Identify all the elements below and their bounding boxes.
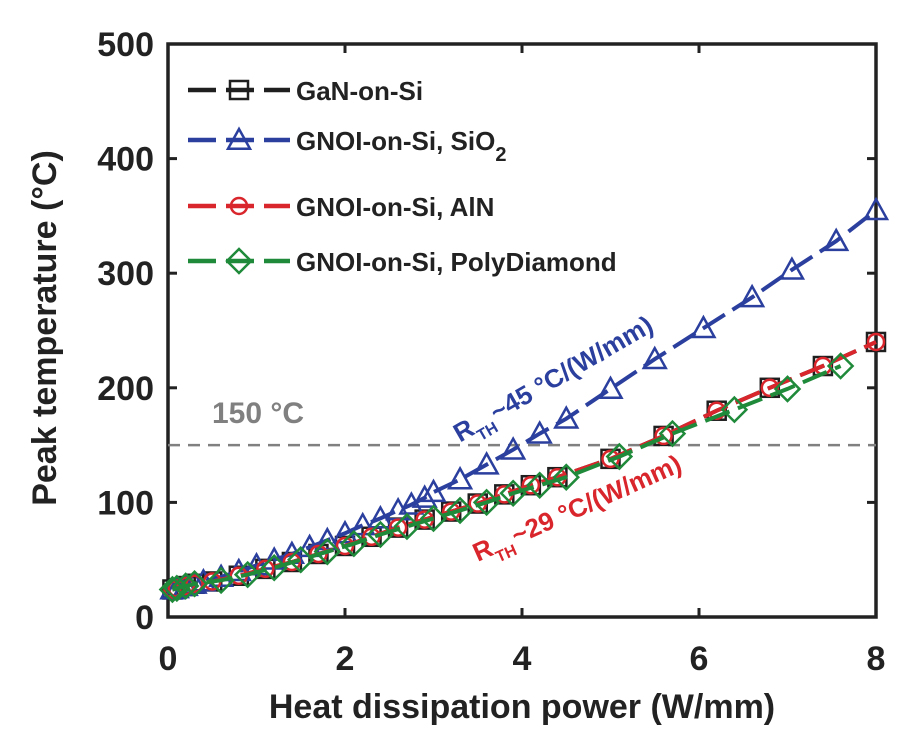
data-point-gnoi-on-si-polydiamond	[499, 479, 527, 507]
reference-line-label: 150 °C	[212, 397, 304, 430]
data-point-gnoi-on-si-polydiamond	[720, 395, 749, 424]
series-layer	[158, 196, 890, 604]
data-point-gnoi-on-si-sio2	[862, 196, 890, 221]
data-point-gnoi-on-si-polydiamond	[286, 545, 315, 574]
series-gnoi-on-si-polydiamond	[158, 352, 855, 604]
data-point-gnoi-on-si-aln	[866, 332, 886, 352]
data-point-gnoi-on-si-sio2	[641, 345, 668, 370]
x-tick-label: 6	[690, 640, 709, 678]
data-point-gnoi-on-si-polydiamond	[446, 496, 474, 525]
data-point-gnoi-on-si-polydiamond	[313, 537, 342, 566]
data-point-gnoi-on-si-polydiamond	[260, 553, 288, 582]
data-point-gnoi-on-si-polydiamond	[180, 569, 209, 598]
data-point-gnoi-on-si-sio2	[446, 465, 474, 490]
legend-label: GNOI-on-Si, PolyDiamond	[296, 247, 617, 277]
ticks-layer: 0 2 4 6 8 0 100 200 300 400 500	[97, 26, 885, 678]
data-point-gnoi-on-si-sio2	[778, 256, 806, 280]
x-tick-label: 4	[513, 640, 532, 678]
y-axis-label: Peak temperature (°C)	[26, 150, 64, 506]
data-point-gnoi-on-si-polydiamond	[340, 529, 368, 558]
data-point-gnoi-on-si-aln	[521, 475, 541, 495]
data-point-gnoi-on-si-polydiamond	[552, 463, 581, 491]
legend-item: GNOI-on-Si, PolyDiamond	[188, 247, 617, 277]
data-point-gnoi-on-si-polydiamond	[419, 504, 448, 533]
y-tick-label: 300	[97, 255, 154, 293]
data-point-gnoi-on-si-aln	[654, 426, 673, 446]
y-tick-label: 500	[97, 26, 154, 64]
data-point-gnoi-on-si-sio2	[420, 478, 447, 503]
data-point-gnoi-on-si-sio2	[314, 526, 341, 551]
data-point-gnoi-on-si-aln	[256, 559, 275, 579]
data-point-gnoi-on-si-sio2	[597, 375, 624, 399]
x-tick-label: 2	[336, 640, 355, 678]
data-point-gnoi-on-si-sio2	[367, 504, 394, 529]
data-point-gnoi-on-si-sio2	[398, 491, 425, 515]
data-point-gnoi-on-si-polydiamond	[158, 575, 187, 604]
legend-label: GNOI-on-Si, AlN	[296, 192, 494, 222]
data-point-gnoi-on-si-sio2	[690, 314, 717, 339]
y-tick-label: 100	[97, 484, 154, 522]
data-point-gnoi-on-si-sio2	[553, 405, 580, 429]
y-tick-label: 200	[97, 370, 154, 408]
x-axis-label: Heat dissipation power (W/mm)	[269, 688, 775, 726]
data-point-gnoi-on-si-polydiamond	[366, 520, 395, 549]
data-point-gnoi-on-si-polydiamond	[171, 572, 200, 600]
data-point-gnoi-on-si-sio2	[411, 484, 438, 508]
data-point-gnoi-on-si-sio2	[500, 436, 527, 460]
series-line-gnoi-on-si-sio2	[171, 208, 878, 592]
legend-item: GaN-on-Si	[188, 76, 423, 106]
data-point-gnoi-on-si-sio2	[473, 451, 500, 475]
legend-item: GNOI-on-Si, AlN	[188, 192, 494, 222]
x-tick-label: 0	[159, 640, 178, 678]
legend-item: GNOI-on-Si, SiO2	[188, 126, 506, 166]
annotation-rth-0: RTH~45 °C/(W/mm)	[448, 309, 661, 453]
legend-marker	[225, 126, 253, 151]
data-point-gnoi-on-si-polydiamond	[826, 352, 855, 380]
legend-marker	[228, 79, 250, 101]
legend-label: GaN-on-Si	[296, 76, 423, 106]
legend-marker	[225, 247, 253, 275]
data-point-gnoi-on-si-polydiamond	[393, 512, 421, 541]
y-tick-label: 400	[97, 141, 154, 179]
legend-label: GNOI-on-Si, SiO2	[296, 126, 506, 166]
data-point-gnoi-on-si-aln	[388, 518, 408, 537]
data-point-gnoi-on-si-polydiamond	[233, 560, 262, 589]
annotation-rth-1: RTH~29 °C/(W/mm)	[468, 448, 689, 573]
data-point-gnoi-on-si-polydiamond	[525, 471, 554, 499]
legend: GaN-on-Si GNOI-on-Si, SiO2 GNOI-on-Si, AlN…	[188, 76, 617, 277]
data-point-gnoi-on-si-sio2	[207, 563, 235, 587]
data-point-gnoi-on-si-sio2	[738, 283, 766, 308]
series-line-gnoi-on-si-polydiamond	[171, 364, 842, 592]
data-point-gnoi-on-si-aln	[185, 574, 204, 594]
data-point-gnoi-on-si-polydiamond	[207, 566, 235, 595]
data-point-gnoi-on-si-sio2	[823, 227, 850, 252]
data-point-gnoi-on-si-polydiamond	[605, 442, 634, 471]
data-point-gnoi-on-si-polydiamond	[773, 375, 802, 403]
y-tick-label: 0	[135, 599, 154, 637]
x-tick-label: 8	[867, 640, 886, 678]
data-point-gnoi-on-si-polydiamond	[472, 488, 501, 517]
legend-marker	[229, 196, 249, 216]
data-point-gnoi-on-si-polydiamond	[658, 419, 687, 448]
data-point-gnoi-on-si-sio2	[526, 420, 553, 444]
